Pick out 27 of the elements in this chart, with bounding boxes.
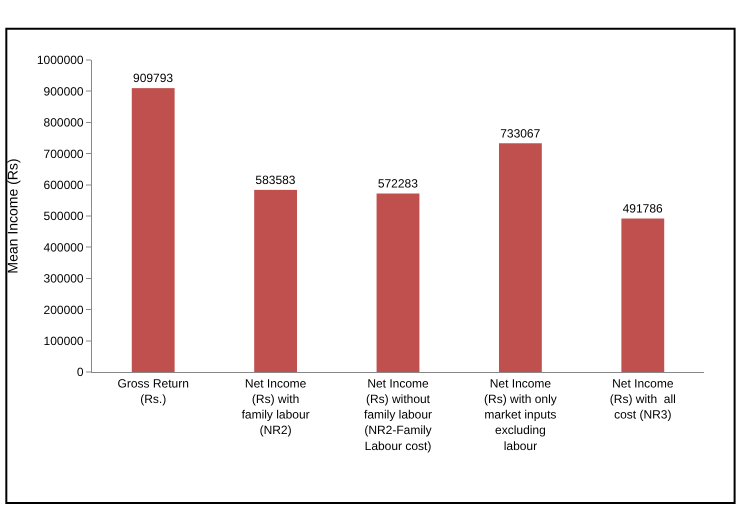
y-tick-label: 0 xyxy=(76,365,84,380)
y-tick-label: 500000 xyxy=(44,209,84,224)
y-tick-label: 900000 xyxy=(44,84,84,98)
bar xyxy=(132,88,175,372)
y-tick-label: 300000 xyxy=(44,272,84,286)
data-label: 733067 xyxy=(500,126,541,140)
bar xyxy=(621,218,664,372)
data-label: 491786 xyxy=(622,202,663,216)
x-tick-label: Gross Return (Rs.) xyxy=(118,376,189,406)
y-tick-label: 700000 xyxy=(44,146,84,161)
bar xyxy=(376,193,420,372)
data-label: 909793 xyxy=(133,71,174,86)
y-tick-label: 400000 xyxy=(44,240,84,254)
x-tick-label: Net Income (Rs) without family labour (NR2-Family Labour cost) xyxy=(364,376,432,453)
data-label: 572283 xyxy=(378,176,418,190)
bar xyxy=(254,190,298,372)
y-tick-label: 100000 xyxy=(44,334,84,348)
x-tick-label: Net Income (Rs) with family labour (NR2) xyxy=(242,376,310,438)
y-tick-label: 200000 xyxy=(44,302,84,317)
y-axis-title: Mean Income (Rs) xyxy=(4,158,20,274)
x-tick-label: Net Income (Rs) with only market inputs excluding labour xyxy=(484,376,557,453)
y-tick-label: 800000 xyxy=(44,116,84,130)
x-tick-label: Net Income (Rs) with all cost (NR3) xyxy=(610,376,676,422)
bar xyxy=(498,143,542,372)
data-label: 583583 xyxy=(255,172,296,187)
y-tick-label: 1000000 xyxy=(36,53,84,68)
y-tick-label: 600000 xyxy=(44,178,84,192)
